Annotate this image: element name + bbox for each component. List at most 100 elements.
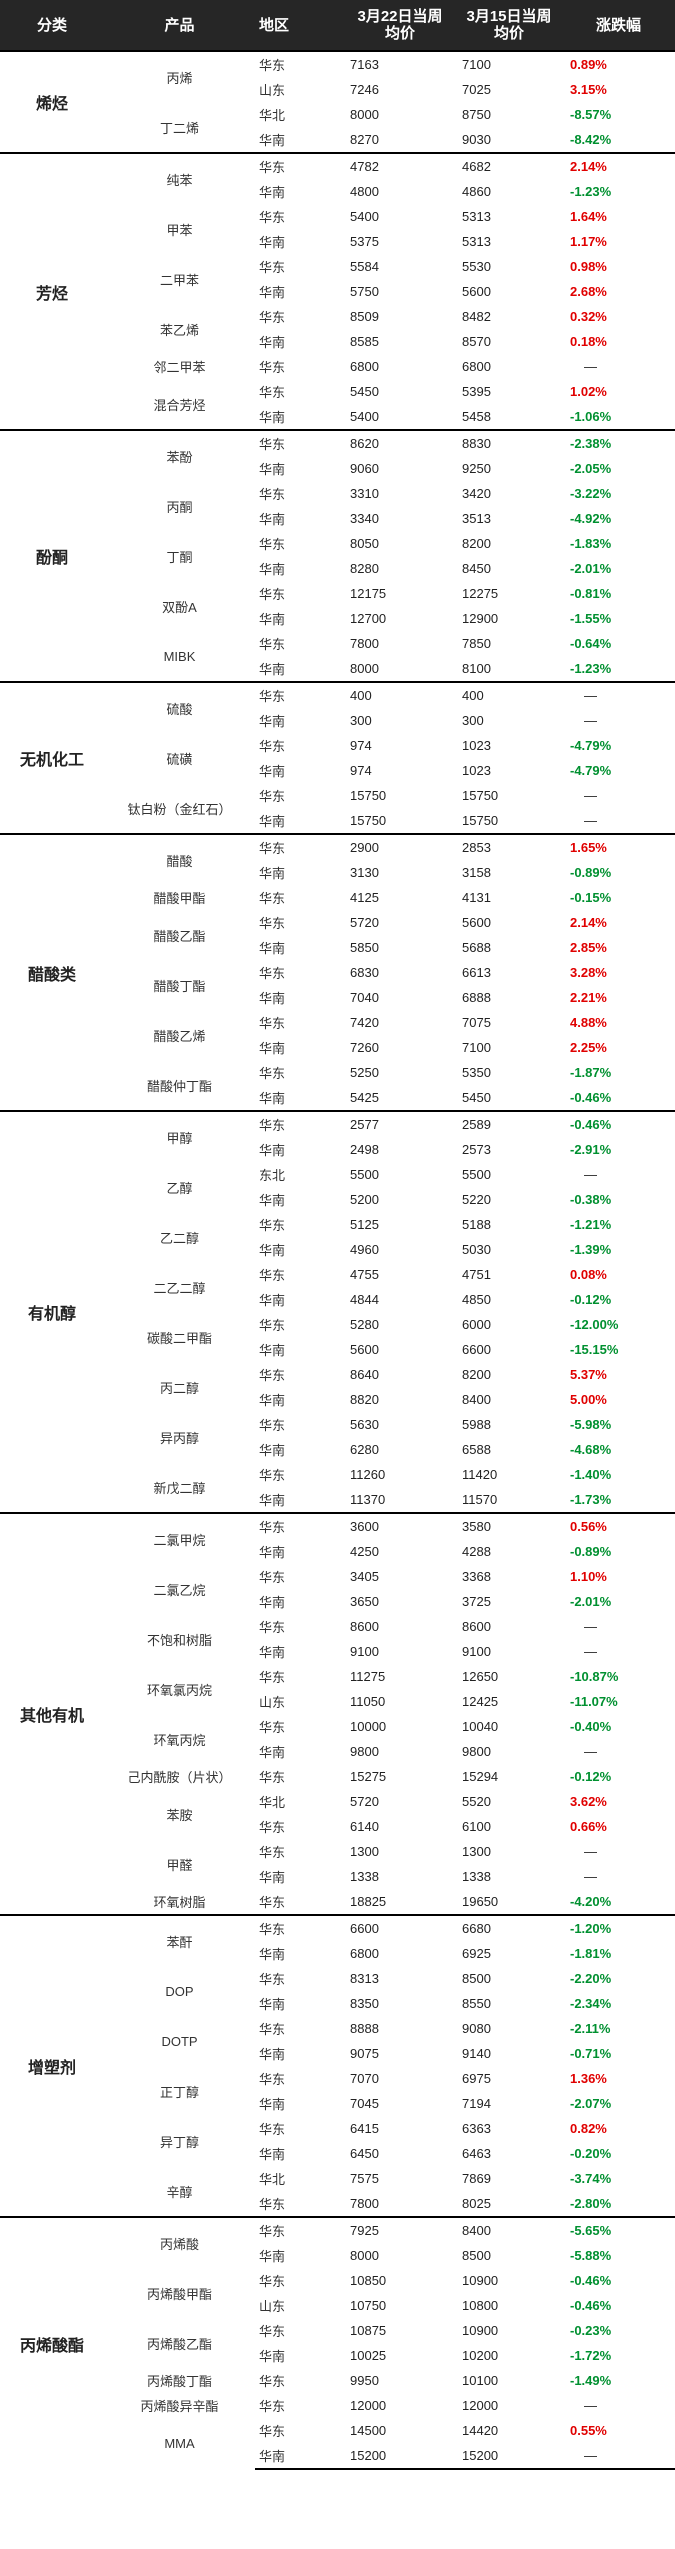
week2-price-cell: 6363 <box>462 2121 491 2136</box>
week1-price-cell: 11275 <box>350 1669 386 1684</box>
region-cell: 华南 <box>259 1947 286 1962</box>
product-cell: 异丙醇 <box>159 1430 199 1446</box>
week1-price-cell: 8350 <box>350 1996 379 2011</box>
week2-price-cell: 7075 <box>462 1015 491 1030</box>
change-cell: -1.39% <box>570 1242 612 1257</box>
header-week2-price: 3月15日当周均价 <box>456 0 562 52</box>
region-cell: 华南 <box>259 714 286 729</box>
change-cell: — <box>562 2443 675 2470</box>
change-cell: 1.65% <box>562 833 675 860</box>
product-cell: DOP <box>165 1983 194 1999</box>
product-cell: 二氯甲烷 <box>104 1512 255 1564</box>
change-cell: -0.38% <box>570 1192 612 1207</box>
product-cell: 双酚A <box>162 599 197 615</box>
region-cell: 华东 <box>259 1570 286 1585</box>
table-row: 华东 6140 6100 0.66% <box>0 1814 675 1839</box>
region-cell: 华东 <box>259 2072 286 2087</box>
week2-price-cell: 10040 <box>462 1719 499 1734</box>
product-cell: 硫酸 <box>104 681 255 733</box>
week1-price-cell: 7420 <box>350 1015 379 1030</box>
region-cell: 华南 <box>259 764 286 779</box>
table-row: 醋酸乙烯 华东 7420 7075 4.88% <box>0 1010 675 1044</box>
change-cell: -0.12% <box>570 1769 612 1784</box>
change-cell: 2.25% <box>570 1040 607 1055</box>
week1-price-cell: 6415 <box>350 2121 379 2136</box>
change-cell: 2.21% <box>570 990 607 1005</box>
product-cell: 二氯乙烷 <box>153 1582 206 1598</box>
table-row: 华南 10025 10200 -1.72% <box>0 2343 675 2368</box>
table-row: 醋酸丁酯 华东 6830 6613 3.28% <box>0 960 675 994</box>
week2-price-cell: 4131 <box>462 890 491 905</box>
change-cell: — <box>584 1744 597 1759</box>
region-cell: 华南 <box>259 285 286 300</box>
region-cell: 华东 <box>259 2274 286 2289</box>
week1-price-cell: 7045 <box>350 2096 379 2111</box>
region-cell: 华东 <box>259 260 286 275</box>
region-cell: 华东 <box>259 2022 286 2037</box>
week1-price-cell: 8000 <box>350 107 379 122</box>
week1-price-cell: 7246 <box>350 82 379 97</box>
week1-price-cell: 5600 <box>350 1342 379 1357</box>
region-cell: 华东 <box>255 681 344 708</box>
change-cell: -0.46% <box>570 2273 612 2288</box>
product-cell: 异丁醇 <box>159 2134 199 2150</box>
change-cell: 1.10% <box>570 1569 607 1584</box>
table-row: 华南 8585 8570 0.18% <box>0 329 675 354</box>
table-row: DOP 华东 8313 8500 -2.20% <box>0 1966 675 1999</box>
table-row: 丙烯酸甲酯 华东 10850 10900 -0.46% <box>0 2268 675 2302</box>
change-cell: — <box>562 681 675 708</box>
change-cell: -0.81% <box>570 586 612 601</box>
week1-price-cell: 11370 <box>344 1487 456 1514</box>
week2-price-cell: 400 <box>456 681 562 708</box>
product-cell: 丙烯酸 <box>104 2216 255 2268</box>
table-row: 环氧树脂 华东 18825 19650 -4.20% <box>0 1889 675 1916</box>
table-row: 华南 6800 6925 -1.81% <box>0 1941 675 1966</box>
week1-price-cell: 8050 <box>350 536 379 551</box>
week1-price-cell: 6280 <box>350 1442 379 1457</box>
region-cell: 华东 <box>259 587 286 602</box>
region-cell: 东北 <box>259 1168 286 1183</box>
table-row: 华南 5425 5450 -0.46% <box>0 1085 675 1112</box>
product-cell: 丙烯酸丁酯 <box>146 2374 212 2389</box>
week2-price-cell: 4850 <box>462 1292 491 1307</box>
week2-price-cell: 5030 <box>462 1242 491 1257</box>
table-row: 醋酸仲丁酯 华东 5250 5350 -1.87% <box>0 1060 675 1094</box>
week2-price-cell: 10800 <box>462 2298 499 2313</box>
product-cell: 乙二醇 <box>159 1230 199 1246</box>
week2-price-cell: 3513 <box>462 511 491 526</box>
week1-price-cell: 11050 <box>350 1694 386 1709</box>
change-cell: 1.02% <box>570 384 607 399</box>
change-cell: -1.81% <box>570 1946 612 1961</box>
table-row: 丙烯酸丁酯 华东 9950 10100 -1.49% <box>0 2368 675 2393</box>
change-cell: 2.68% <box>570 284 607 299</box>
header-change: 涨跌幅 <box>562 0 675 52</box>
week1-price-cell: 9800 <box>350 1744 379 1759</box>
table-row: 华南 5200 5220 -0.38% <box>0 1187 675 1212</box>
region-cell: 华南 <box>259 1193 286 1208</box>
table-row: 苯乙烯 华东 8509 8482 0.32% <box>0 304 675 338</box>
table-row: 华南 3130 3158 -0.89% <box>0 860 675 885</box>
week1-price-cell: 5280 <box>350 1317 379 1332</box>
week2-price-cell: 8200 <box>462 1367 491 1382</box>
region-cell: 华南 <box>255 2443 344 2470</box>
week1-price-cell: 3600 <box>344 1512 456 1539</box>
region-cell: 华东 <box>259 2424 286 2439</box>
change-cell: -2.34% <box>570 1996 612 2011</box>
change-cell: 0.56% <box>562 1512 675 1539</box>
region-cell: 华东 <box>259 2122 286 2137</box>
week1-price-cell: 974 <box>350 738 372 753</box>
region-cell: 华东 <box>259 2324 286 2339</box>
region-cell: 华南 <box>259 1870 286 1885</box>
table-row: 甲苯 华东 5400 5313 1.64% <box>0 204 675 238</box>
table-row: 华南 7040 6888 2.21% <box>0 985 675 1010</box>
table-row: 异丙醇 华东 5630 5988 -5.98% <box>0 1412 675 1446</box>
region-cell: 华东 <box>259 891 286 906</box>
product-cell: 辛醇 <box>166 2184 193 2200</box>
region-cell: 华东 <box>259 537 286 552</box>
week2-price-cell: 1023 <box>462 738 491 753</box>
change-cell: — <box>584 2398 597 2413</box>
week1-price-cell: 3405 <box>350 1569 379 1584</box>
product-cell: DOTP <box>161 2033 198 2049</box>
table-row: 华南 5750 5600 2.68% <box>0 279 675 304</box>
product-cell: 碳酸二甲酯 <box>146 1330 212 1346</box>
